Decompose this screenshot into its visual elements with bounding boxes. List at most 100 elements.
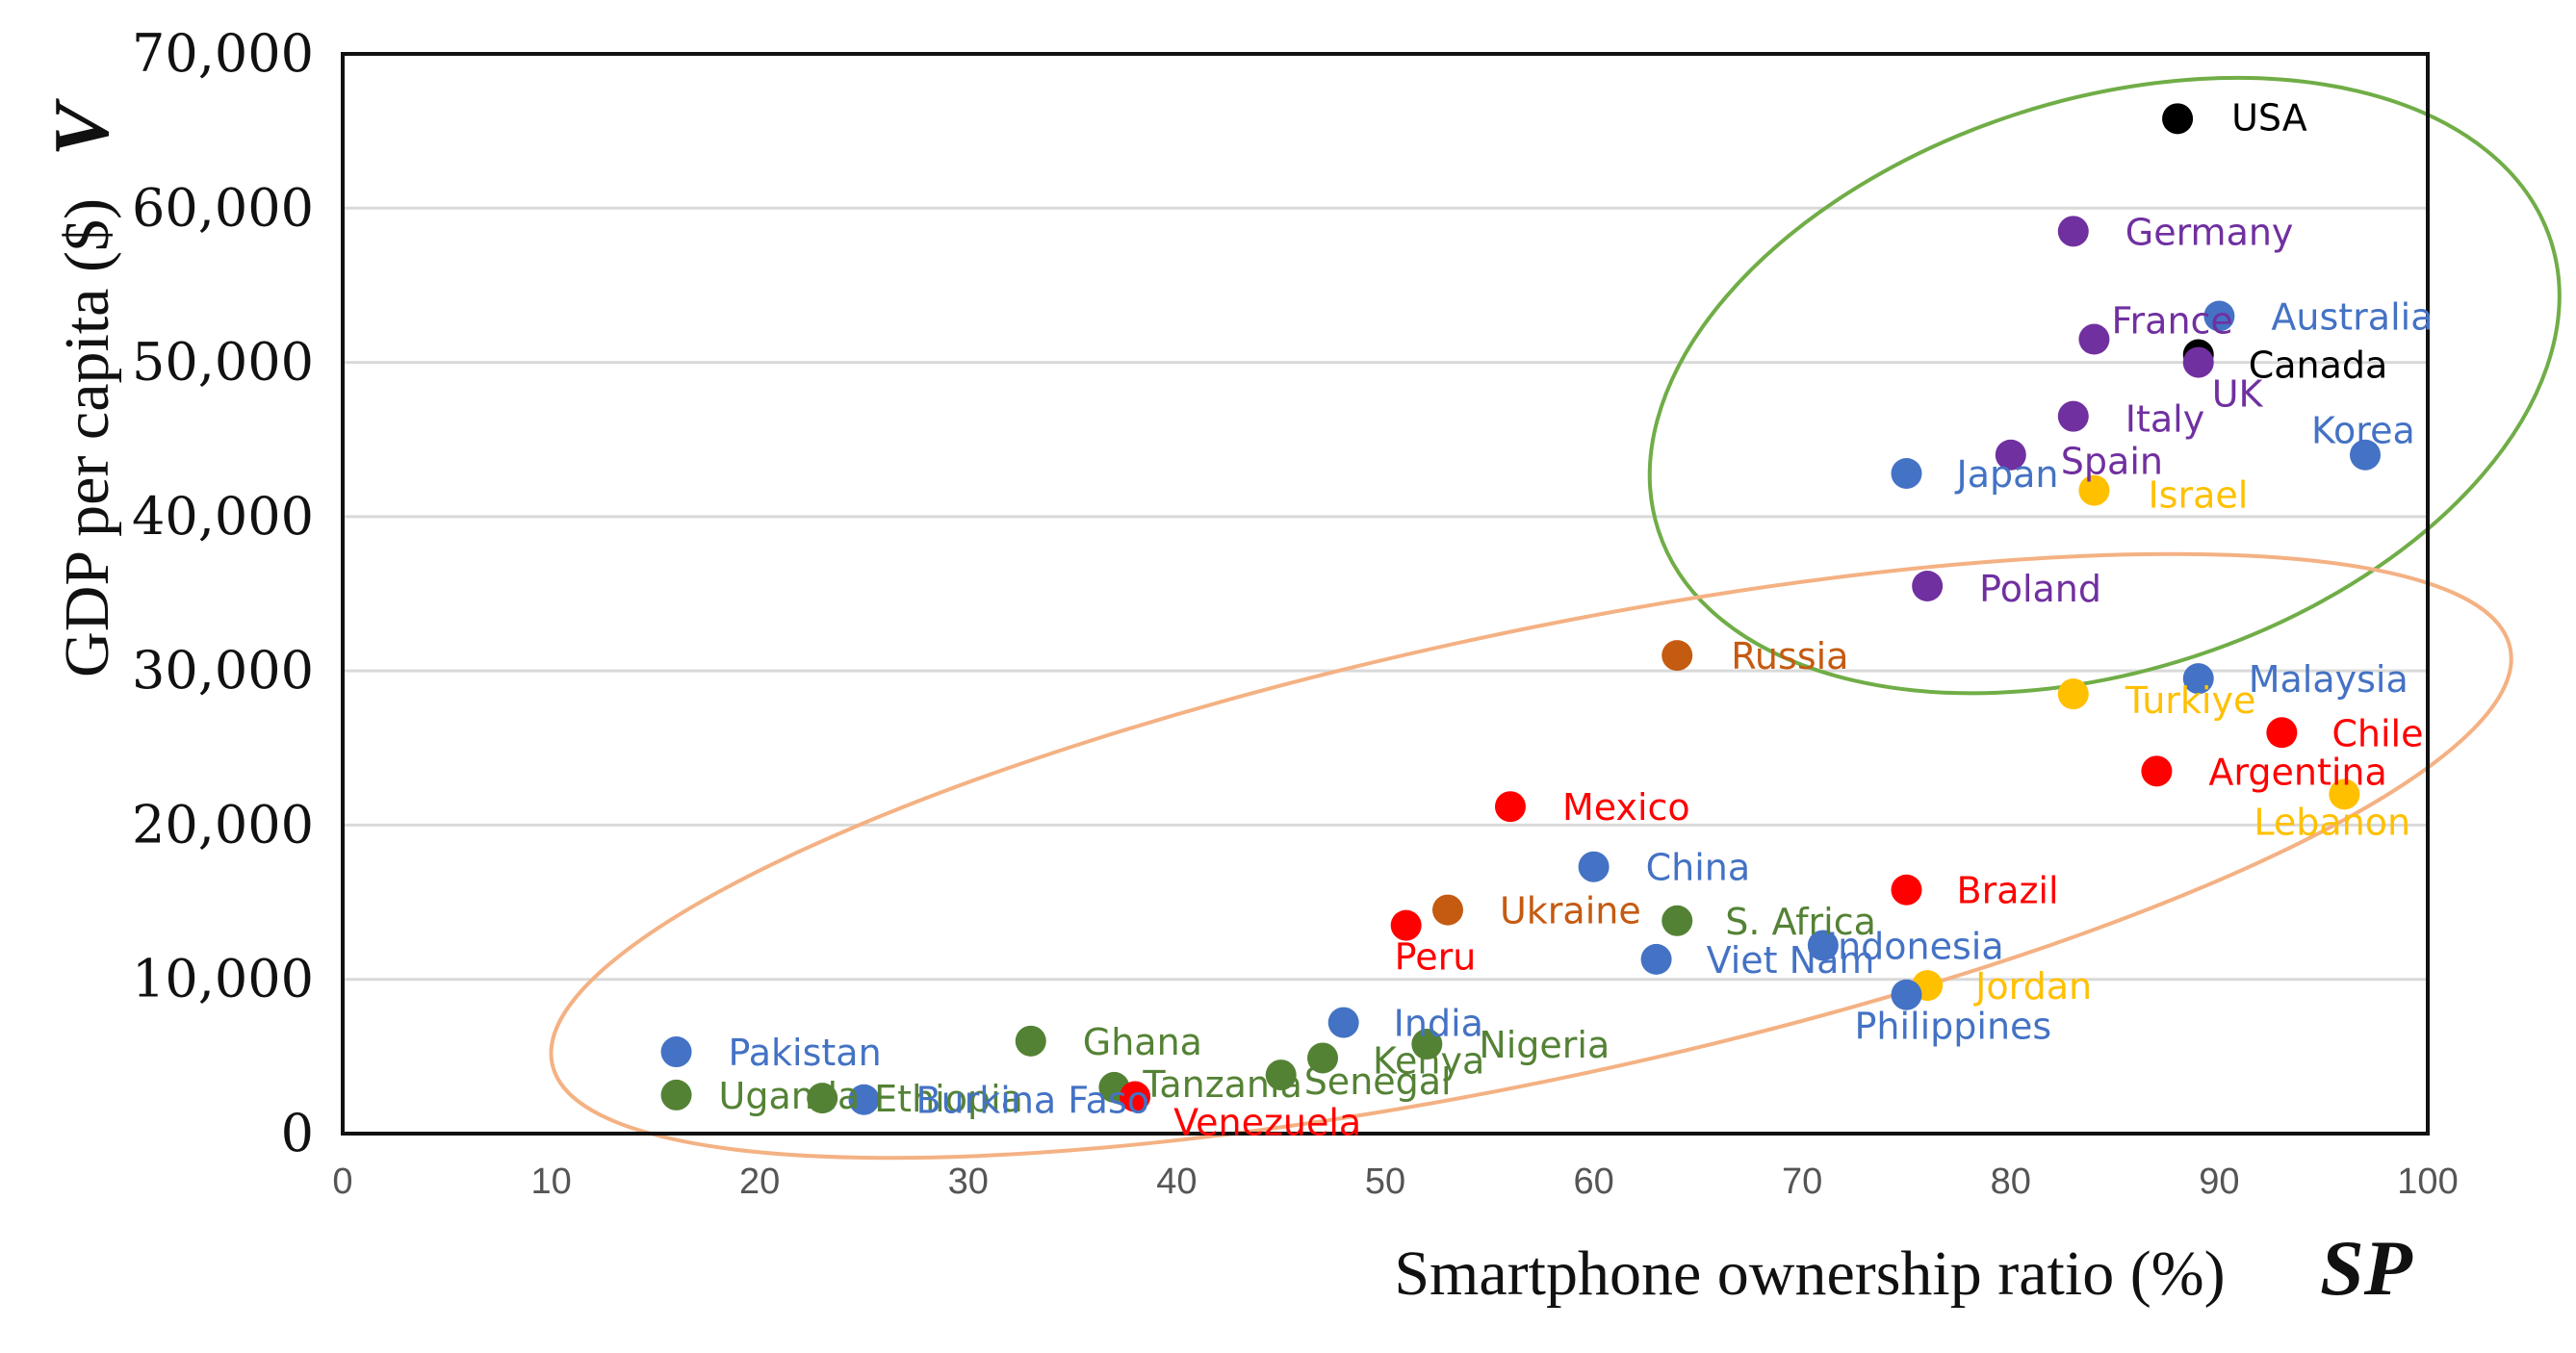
x-tick-label: 30 <box>948 1162 989 1202</box>
point-india <box>1327 1007 1359 1038</box>
point-label-brazil: Brazil <box>1957 870 2059 912</box>
point-label-china: China <box>1646 847 1751 889</box>
point-label-korea: Korea <box>2311 410 2415 452</box>
point-pakistan <box>660 1036 692 1068</box>
point-label-philippines: Philippines <box>1855 1006 2052 1048</box>
x-axis-symbol: SP <box>2320 1224 2413 1312</box>
y-tick-label: 60,000 <box>132 177 314 238</box>
point-label-ethiopia: Ethiopia <box>874 1078 1023 1120</box>
y-axis-symbol: V <box>38 97 125 156</box>
high-income-cluster-ellipse <box>1647 75 2562 696</box>
point-label-ghana: Ghana <box>1083 1021 1202 1063</box>
point-philippines <box>1891 979 1922 1010</box>
point-label-s-africa: S. Africa <box>1725 901 1876 943</box>
x-tick-label: 20 <box>739 1162 780 1202</box>
point-label-japan: Japan <box>1955 453 2059 496</box>
point-label-nigeria: Nigeria <box>1479 1024 1610 1066</box>
point-label-uganda: Uganda <box>719 1075 861 1117</box>
point-venezuela <box>1120 1081 1151 1112</box>
gridlines <box>343 206 2428 982</box>
point-label-senegal: Senegal <box>1304 1060 1452 1103</box>
y-tick-label: 50,000 <box>132 332 314 393</box>
point-france <box>2078 323 2110 355</box>
point-label-usa: USA <box>2231 96 2307 139</box>
y-tick-label: 0 <box>281 1103 314 1163</box>
point-label-peru: Peru <box>1395 936 1477 979</box>
x-tick-label: 50 <box>1365 1162 1405 1202</box>
point-usa <box>2162 103 2194 135</box>
point-label-australia: Australia <box>2271 295 2433 338</box>
point-germany <box>2057 216 2089 247</box>
x-tick-label: 40 <box>1156 1162 1197 1202</box>
point-uganda <box>660 1079 692 1110</box>
x-axis-label: Smartphone ownership ratio (%) <box>1394 1238 2225 1309</box>
point-lebanon <box>2329 779 2360 810</box>
point-label-argentina: Argentina <box>2208 751 2386 793</box>
point-label-jordan: Jordan <box>1973 965 2092 1008</box>
point-mexico <box>1494 791 1526 823</box>
point-russia <box>1662 640 1693 672</box>
x-tick-label: 60 <box>1573 1162 1613 1202</box>
point-label-israel: Israel <box>2148 474 2248 517</box>
point-uk <box>2182 346 2214 378</box>
point-label-lebanon: Lebanon <box>2254 801 2410 843</box>
x-tick-label: 10 <box>530 1162 571 1202</box>
point-ethiopia <box>807 1083 838 1114</box>
point-label-indonesia: Indonesia <box>1827 925 2004 967</box>
developing-cluster-ellipse <box>549 551 2513 1161</box>
point-label-kenya: Kenya <box>1373 1039 1484 1082</box>
y-tick-label: 70,000 <box>132 23 314 84</box>
point-label-uk: UK <box>2212 373 2264 416</box>
point-viet-nam <box>1640 943 1672 975</box>
point-label-chile: Chile <box>2331 712 2423 754</box>
point-kenya <box>1307 1042 1339 1074</box>
y-tick-label: 30,000 <box>132 640 314 701</box>
y-tick-label: 20,000 <box>132 794 314 855</box>
point-italy <box>2057 400 2089 432</box>
point-label-turkiye: Turkiye <box>2125 679 2256 722</box>
point-poland <box>1912 570 1944 601</box>
cluster-ellipses <box>549 75 2562 1161</box>
point-senegal <box>1265 1059 1297 1091</box>
point-label-france: France <box>2111 300 2232 343</box>
y-axis-label: GDP per capita ($) <box>52 198 122 677</box>
y-tick-labels: 0 10,000 20,000 30,000 40,000 50,000 60,000 70,… <box>132 23 314 1163</box>
data-points <box>660 103 2382 1115</box>
point-japan <box>1891 457 1922 489</box>
point-label-burkina-faso: Burkina Faso <box>916 1080 1150 1122</box>
point-label-tanzania: Tanzania <box>1142 1063 1301 1106</box>
x-tick-label: 100 <box>2397 1162 2458 1202</box>
point-ukraine <box>1431 894 1463 926</box>
point-label-ukraine: Ukraine <box>1500 890 1641 932</box>
x-tick-labels: 0 10 20 30 40 50 60 70 80 90 100 <box>332 1162 2458 1202</box>
point-israel <box>2078 474 2110 506</box>
point-label-venezuela: Venezuela <box>1173 1102 1361 1144</box>
point-turkiye <box>2057 678 2089 710</box>
point-chile <box>2266 717 2298 749</box>
point-china <box>1578 851 1610 882</box>
point-argentina <box>2141 755 2173 787</box>
point-label-viet-nam: Viet Nam <box>1707 939 1875 982</box>
x-tick-label: 70 <box>1782 1162 1822 1202</box>
point-nigeria <box>1411 1029 1443 1060</box>
plot-frame <box>341 52 2430 1136</box>
point-indonesia <box>1807 930 1839 961</box>
point-label-canada: Canada <box>2249 345 2388 387</box>
point-brazil <box>1891 874 1922 906</box>
point-s-africa <box>1662 905 1693 936</box>
x-tick-label: 80 <box>1991 1162 2031 1202</box>
x-tick-label: 90 <box>2199 1162 2239 1202</box>
point-label-india: India <box>1394 1003 1483 1045</box>
point-labels: USA Germany France Australia CanadaUKItalySp… <box>719 96 2434 1143</box>
point-label-pakistan: Pakistan <box>729 1032 882 1074</box>
y-tick-label: 40,000 <box>132 486 314 547</box>
y-tick-label: 10,000 <box>132 949 314 1009</box>
point-spain <box>1995 439 2026 471</box>
point-peru <box>1390 909 1422 941</box>
point-label-spain: Spain <box>2061 441 2163 483</box>
point-label-germany: Germany <box>2125 211 2294 253</box>
point-ghana <box>1015 1025 1046 1057</box>
point-korea <box>2350 439 2382 471</box>
